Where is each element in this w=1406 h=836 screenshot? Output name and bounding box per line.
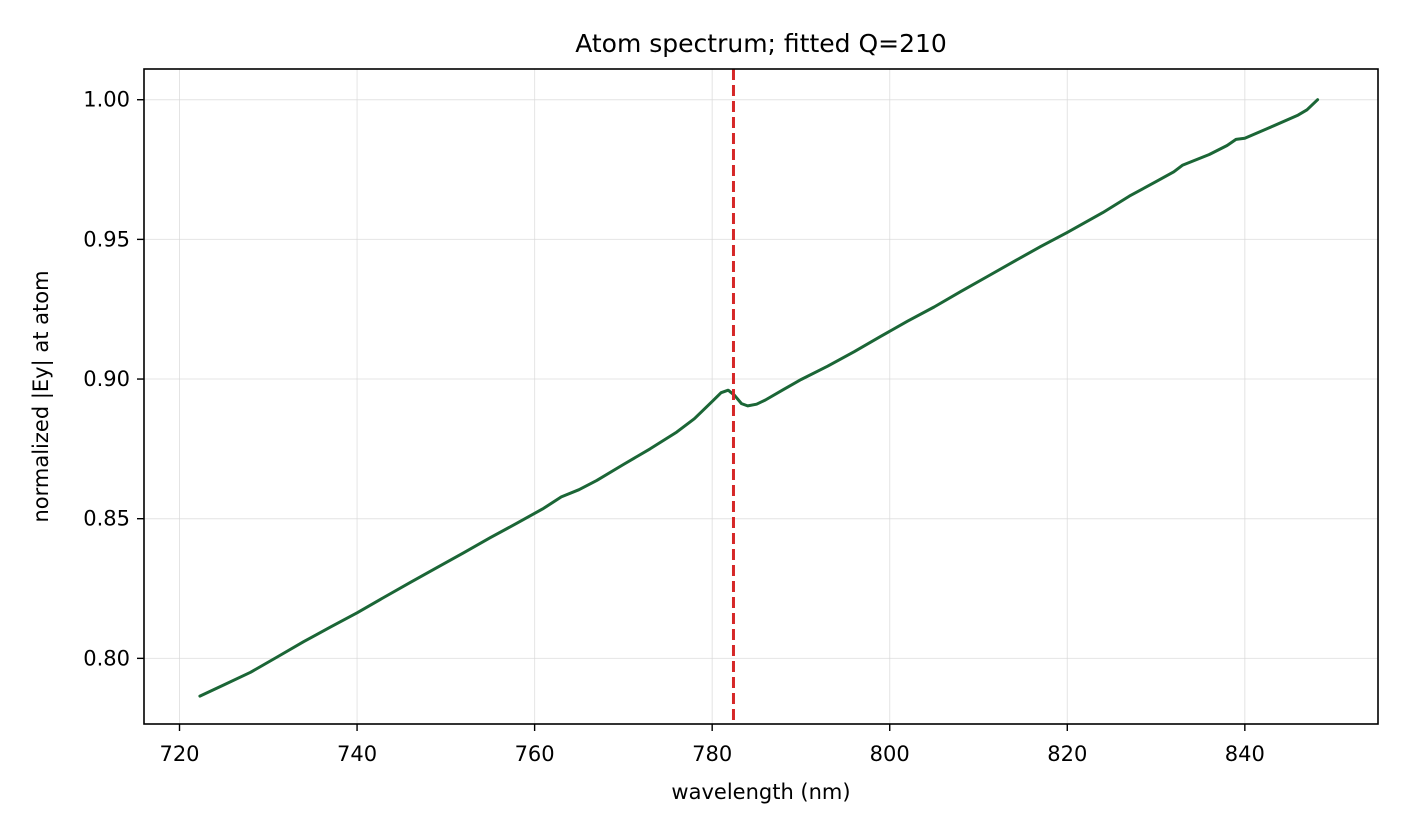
grid	[144, 69, 1378, 724]
x-axis-label: wavelength (nm)	[671, 780, 850, 804]
y-tick-label: 0.80	[83, 646, 130, 670]
x-tick-label: 720	[159, 742, 199, 766]
x-tick-label: 740	[337, 742, 377, 766]
y-tick-label: 0.85	[83, 507, 130, 531]
x-tick-label: 820	[1047, 742, 1087, 766]
x-tick-label: 800	[870, 742, 910, 766]
y-tick-label: 0.95	[83, 227, 130, 251]
x-tick-label: 840	[1225, 742, 1265, 766]
plot-area-frame	[143, 68, 1379, 725]
plot-data	[198, 69, 1320, 724]
y-axis-label: normalized |Ey| at atom	[29, 270, 54, 522]
chart-title: Atom spectrum; fitted Q=210	[575, 29, 947, 58]
y-tick-label: 0.90	[83, 367, 130, 391]
y-tick-label: 1.00	[83, 88, 130, 112]
spectrum-line	[198, 98, 1320, 698]
axis-ticks: 720 740 760 780 800 820 840 0.80 0.85 0.90 0.95 1.0…	[83, 88, 1265, 766]
x-tick-label: 760	[515, 742, 555, 766]
x-tick-label: 780	[692, 742, 732, 766]
